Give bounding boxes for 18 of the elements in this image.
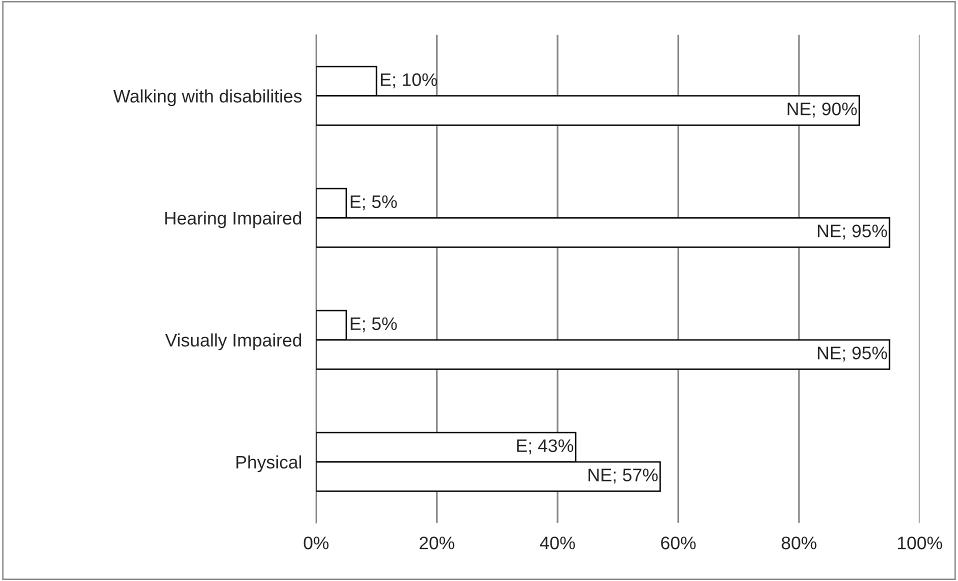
y-tick-label: Physical: [236, 455, 302, 472]
x-tick-label: 0%: [304, 536, 329, 550]
x-tick-label: 40%: [540, 536, 575, 550]
y-tick-label: Hearing Impaired: [165, 211, 302, 228]
data-label: NE; 95%: [818, 346, 888, 362]
x-tick-label: 100%: [898, 536, 942, 550]
data-label: NE; 95%: [818, 224, 888, 240]
data-label: NE; 57%: [588, 468, 658, 484]
x-tick-label: 60%: [661, 536, 696, 550]
data-label: E; 43%: [517, 439, 574, 454]
data-label: NE; 90%: [788, 102, 857, 118]
data-label: E; 10%: [380, 73, 438, 88]
y-tick-label: Visually Impaired: [165, 333, 302, 350]
x-tick-label: 80%: [782, 536, 816, 550]
data-label: E; 5%: [350, 317, 397, 332]
y-tick-label: Walking with disabilities: [113, 89, 302, 106]
data-label: E; 5%: [350, 195, 397, 210]
x-tick-label: 20%: [420, 536, 454, 550]
